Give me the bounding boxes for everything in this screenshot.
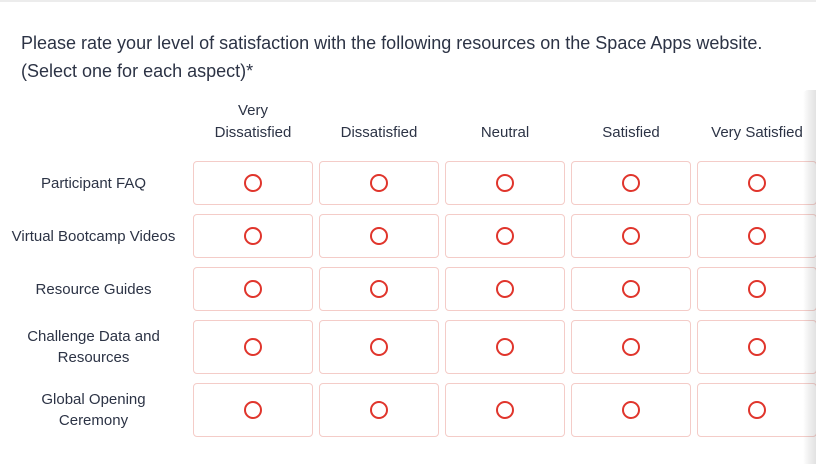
radio-guides-satisfied[interactable] [571,267,691,311]
column-header-very-satisfied: Very Satisfied [711,124,803,141]
radio-challenge-satisfied[interactable] [571,320,691,374]
column-header-satisfied: Satisfied [602,124,660,141]
radio-button-icon [496,401,514,419]
radio-button-icon [748,338,766,356]
row-label-opening-ceremony: Global Opening Ceremony [41,391,146,429]
radio-ceremony-dissatisfied[interactable] [319,383,439,437]
radio-button-icon [244,401,262,419]
radio-challenge-very-satisfied[interactable] [697,320,816,374]
radio-bootcamp-satisfied[interactable] [571,214,691,258]
radio-faq-very-dissatisfied[interactable] [193,161,313,205]
radio-button-icon [622,174,640,192]
row-label-participant-faq: Participant FAQ [40,174,147,192]
radio-button-icon [622,338,640,356]
radio-button-icon [622,280,640,298]
radio-guides-very-dissatisfied[interactable] [193,267,313,311]
radio-button-icon [370,174,388,192]
radio-button-icon [244,338,262,356]
radio-challenge-neutral[interactable] [445,320,565,374]
radio-button-icon [622,227,640,245]
radio-button-icon [748,174,766,192]
radio-ceremony-very-satisfied[interactable] [697,383,816,437]
radio-bootcamp-neutral[interactable] [445,214,565,258]
radio-bootcamp-very-satisfied[interactable] [697,214,816,258]
radio-challenge-very-dissatisfied[interactable] [193,320,313,374]
radio-button-icon [748,401,766,419]
radio-button-icon [748,227,766,245]
radio-faq-dissatisfied[interactable] [319,161,439,205]
column-header-neutral: Neutral [480,124,530,141]
radio-button-icon [244,174,262,192]
satisfaction-matrix: Very Dissatisfied Dissatisfied Neutral S… [0,90,816,437]
question-text: Please rate your level of satisfaction w… [21,33,763,81]
radio-button-icon [370,338,388,356]
row-label-challenge-data: Challenge Data and Resources [27,328,160,366]
radio-button-icon [370,401,388,419]
radio-button-icon [496,280,514,298]
radio-ceremony-neutral[interactable] [445,383,565,437]
radio-ceremony-very-dissatisfied[interactable] [193,383,313,437]
question-label: Please rate your level of satisfaction w… [0,2,790,85]
radio-ceremony-satisfied[interactable] [571,383,691,437]
row-label-bootcamp-videos: Virtual Bootcamp Videos [11,227,176,245]
matrix-scroll-area: Very Dissatisfied Dissatisfied Neutral S… [0,90,816,464]
radio-button-icon [244,280,262,298]
radio-challenge-dissatisfied[interactable] [319,320,439,374]
radio-bootcamp-very-dissatisfied[interactable] [193,214,313,258]
column-header-very-dissatisfied: Very Dissatisfied [214,102,292,141]
radio-faq-neutral[interactable] [445,161,565,205]
radio-button-icon [370,280,388,298]
required-asterisk: * [246,61,254,81]
radio-button-icon [370,227,388,245]
radio-guides-dissatisfied[interactable] [319,267,439,311]
radio-button-icon [496,174,514,192]
radio-faq-satisfied[interactable] [571,161,691,205]
matrix-corner-spacer [0,90,187,152]
radio-guides-neutral[interactable] [445,267,565,311]
radio-button-icon [622,401,640,419]
radio-button-icon [748,280,766,298]
radio-guides-very-satisfied[interactable] [697,267,816,311]
radio-button-icon [496,227,514,245]
column-header-dissatisfied: Dissatisfied [340,124,418,141]
radio-button-icon [496,338,514,356]
radio-bootcamp-dissatisfied[interactable] [319,214,439,258]
row-label-resource-guides: Resource Guides [35,280,152,298]
radio-button-icon [244,227,262,245]
radio-faq-very-satisfied[interactable] [697,161,816,205]
